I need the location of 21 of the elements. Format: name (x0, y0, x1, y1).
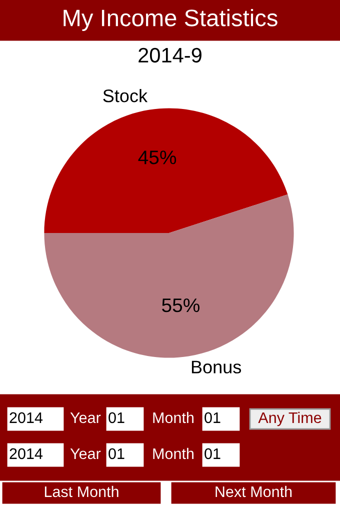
text: Any Time (258, 412, 322, 426)
text: Next Month (216, 486, 292, 498)
text: 01 (108, 448, 124, 460)
text: 01 (204, 448, 220, 460)
text: 01 (204, 412, 220, 424)
text: 2014 (10, 412, 43, 424)
pie-slice (44, 108, 288, 233)
text: Last Month (44, 486, 118, 498)
slice-label: Stock (103, 88, 148, 102)
slice-label: Bonus (192, 360, 242, 374)
pie-slice (44, 194, 294, 358)
chart-title: My Income Statistics (64, 8, 278, 32)
text: Year (70, 412, 101, 424)
text: 01 (108, 412, 124, 424)
text: 2014 (10, 448, 43, 460)
text: Year (70, 448, 101, 460)
data-label: 45% (138, 150, 176, 164)
chart-subtitle: 2014-9 (138, 48, 202, 63)
data-label: 55% (162, 298, 200, 312)
text: Month (153, 412, 194, 424)
text: Month (153, 448, 194, 460)
